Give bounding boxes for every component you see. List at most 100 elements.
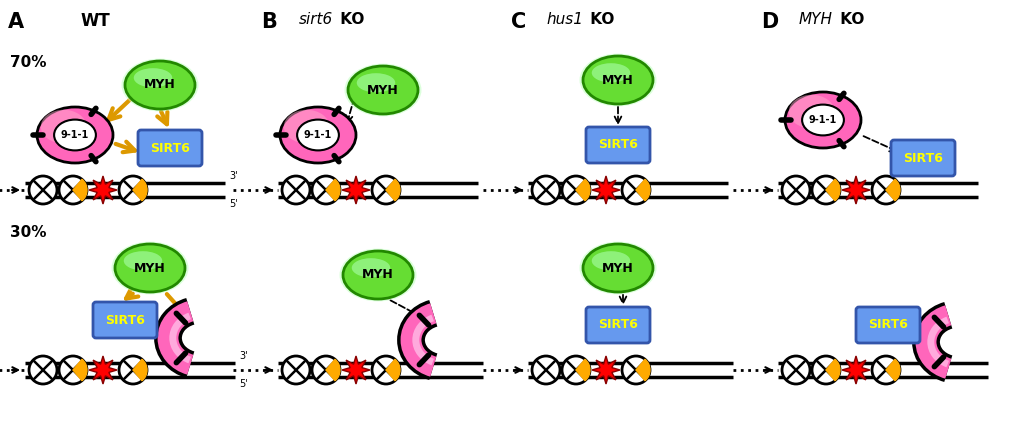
Ellipse shape	[348, 66, 418, 114]
Circle shape	[622, 176, 650, 204]
Ellipse shape	[115, 244, 185, 292]
Circle shape	[312, 176, 340, 204]
Circle shape	[532, 176, 560, 204]
Wedge shape	[326, 359, 340, 381]
Polygon shape	[592, 176, 620, 204]
FancyBboxPatch shape	[586, 307, 650, 343]
Text: B: B	[261, 12, 277, 32]
Circle shape	[59, 176, 87, 204]
Polygon shape	[342, 176, 370, 204]
Polygon shape	[592, 356, 620, 384]
Ellipse shape	[356, 73, 395, 92]
Ellipse shape	[802, 105, 843, 135]
Ellipse shape	[580, 242, 657, 295]
Wedge shape	[886, 359, 900, 381]
Text: KO: KO	[585, 12, 614, 27]
Circle shape	[312, 356, 340, 384]
Text: C: C	[511, 12, 526, 32]
Polygon shape	[89, 356, 117, 384]
Text: 3': 3'	[239, 351, 248, 361]
Text: 70%: 70%	[10, 55, 47, 70]
Circle shape	[119, 356, 147, 384]
Ellipse shape	[54, 119, 95, 150]
Text: 9-1-1: 9-1-1	[61, 130, 89, 140]
Wedge shape	[576, 179, 590, 201]
Text: MYH: MYH	[144, 78, 176, 92]
Ellipse shape	[592, 251, 630, 271]
Text: WT: WT	[80, 12, 110, 30]
Ellipse shape	[124, 251, 162, 271]
Wedge shape	[386, 359, 400, 381]
Text: D: D	[761, 12, 779, 32]
Circle shape	[782, 356, 810, 384]
Circle shape	[119, 176, 147, 204]
Ellipse shape	[583, 56, 653, 104]
Circle shape	[532, 356, 560, 384]
Text: MYH: MYH	[134, 262, 165, 274]
FancyBboxPatch shape	[856, 307, 920, 343]
Ellipse shape	[280, 107, 356, 163]
Ellipse shape	[37, 107, 113, 163]
Wedge shape	[73, 359, 87, 381]
Text: 9-1-1: 9-1-1	[809, 115, 837, 125]
Wedge shape	[133, 359, 147, 381]
Circle shape	[622, 356, 650, 384]
Text: 5': 5'	[229, 199, 238, 209]
Circle shape	[282, 356, 310, 384]
Circle shape	[29, 356, 57, 384]
Ellipse shape	[284, 110, 330, 143]
Text: SIRT6: SIRT6	[598, 319, 638, 332]
Wedge shape	[636, 179, 650, 201]
Circle shape	[562, 176, 590, 204]
Text: hus1: hus1	[546, 12, 583, 27]
Ellipse shape	[344, 64, 421, 116]
Text: 5': 5'	[239, 379, 248, 389]
Ellipse shape	[125, 61, 195, 109]
Circle shape	[812, 356, 840, 384]
Text: 30%: 30%	[10, 225, 47, 240]
Circle shape	[872, 176, 900, 204]
Circle shape	[782, 176, 810, 204]
Wedge shape	[886, 179, 900, 201]
Circle shape	[29, 176, 57, 204]
Text: MYH: MYH	[362, 268, 394, 281]
Text: KO: KO	[335, 12, 364, 27]
Ellipse shape	[343, 251, 413, 299]
Wedge shape	[386, 179, 400, 201]
Text: MYH: MYH	[602, 73, 634, 87]
Text: SIRT6: SIRT6	[868, 319, 908, 332]
Ellipse shape	[583, 244, 653, 292]
Wedge shape	[636, 359, 650, 381]
Circle shape	[59, 356, 87, 384]
Polygon shape	[842, 356, 870, 384]
Circle shape	[562, 356, 590, 384]
Ellipse shape	[122, 59, 199, 111]
Circle shape	[282, 176, 310, 204]
Circle shape	[373, 356, 400, 384]
Text: MYH: MYH	[602, 262, 634, 274]
FancyBboxPatch shape	[586, 127, 650, 163]
Wedge shape	[576, 359, 590, 381]
Text: A: A	[8, 12, 24, 32]
Ellipse shape	[41, 110, 86, 143]
Text: SIRT6: SIRT6	[598, 138, 638, 151]
Wedge shape	[73, 179, 87, 201]
Text: MYH: MYH	[799, 12, 833, 27]
Circle shape	[373, 176, 400, 204]
FancyBboxPatch shape	[93, 302, 157, 338]
Text: MYH: MYH	[367, 84, 399, 97]
Text: SIRT6: SIRT6	[106, 314, 145, 327]
Text: SIRT6: SIRT6	[150, 141, 190, 154]
Circle shape	[812, 176, 840, 204]
Polygon shape	[342, 356, 370, 384]
FancyBboxPatch shape	[891, 140, 955, 176]
FancyBboxPatch shape	[138, 130, 202, 166]
Text: 3': 3'	[229, 171, 238, 181]
Circle shape	[872, 356, 900, 384]
Text: KO: KO	[835, 12, 865, 27]
Ellipse shape	[352, 258, 390, 277]
Ellipse shape	[785, 92, 861, 148]
Wedge shape	[826, 179, 840, 201]
Ellipse shape	[134, 68, 173, 87]
Text: SIRT6: SIRT6	[903, 151, 943, 165]
